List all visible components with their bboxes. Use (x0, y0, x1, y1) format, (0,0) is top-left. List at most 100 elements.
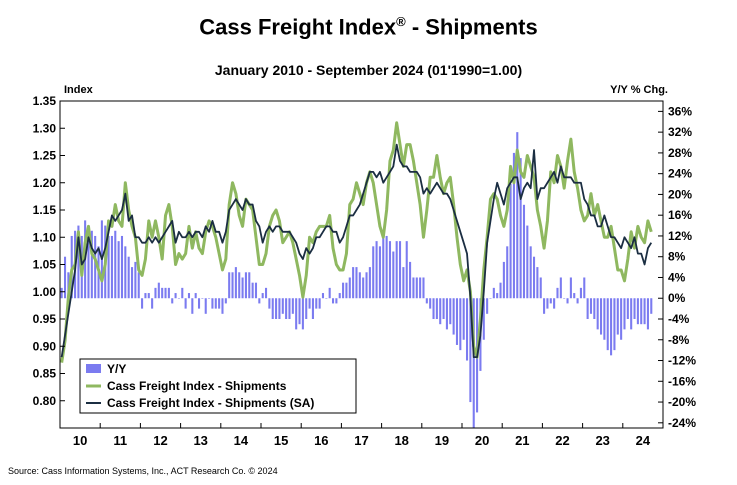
yy-bar (315, 298, 318, 309)
yy-bar (201, 298, 204, 299)
yy-bar (248, 272, 251, 299)
yy-bar (593, 298, 596, 319)
x-tick-label: 22 (555, 433, 569, 448)
yy-bar (402, 267, 405, 299)
yy-bar (449, 298, 452, 325)
yy-bar (214, 298, 217, 309)
yy-bar (291, 298, 294, 314)
y-right-tick-label: 20% (668, 187, 692, 201)
yy-bar (529, 246, 532, 299)
yy-bar (509, 184, 512, 299)
yy-bar (372, 246, 375, 299)
yy-bar (499, 282, 502, 299)
x-tick-label: 11 (113, 433, 127, 448)
yy-bar (519, 158, 522, 299)
yy-bar (295, 298, 298, 330)
yy-bar (275, 298, 278, 319)
yy-bar (258, 298, 261, 304)
yy-bar (549, 298, 552, 304)
yy-bar (77, 225, 80, 299)
yy-bar (603, 298, 606, 340)
yy-bar (167, 287, 170, 299)
yy-bar (211, 298, 214, 309)
yy-bar (512, 152, 515, 299)
yy-bar (63, 256, 67, 299)
yy-bar (197, 298, 201, 309)
y-left-tick-label: 0.90 (33, 339, 57, 353)
yy-bar (569, 277, 572, 299)
yy-bar (469, 298, 472, 403)
yy-bar (623, 298, 626, 330)
y-right-tick-label: 4% (668, 270, 686, 284)
yy-bar (646, 298, 649, 330)
yy-bar (60, 287, 63, 299)
yy-bar (137, 272, 140, 299)
yy-bar (325, 298, 328, 299)
yy-bar (553, 298, 556, 309)
yy-bar (151, 298, 154, 309)
yy-bar (445, 298, 448, 330)
y-right-tick-label: 8% (668, 250, 686, 264)
yy-bar (174, 293, 177, 299)
y-right-tick-label: -16% (668, 374, 696, 388)
index-lines (60, 121, 653, 363)
yy-bar (425, 298, 428, 304)
yy-bar (506, 246, 509, 299)
y-right-tick-label: -20% (668, 395, 696, 409)
yy-bar (348, 277, 351, 299)
yy-bar (472, 298, 475, 428)
yy-bar (134, 261, 137, 299)
yy-bar (526, 225, 529, 299)
yy-bar (620, 298, 623, 340)
yy-bar (516, 132, 519, 299)
y-left-tick-label: 1.10 (33, 230, 57, 244)
yy-bar (177, 298, 180, 299)
yy-bar (171, 298, 174, 304)
yy-bar (583, 277, 586, 299)
yy-bar (640, 298, 643, 325)
yy-bar (502, 261, 505, 299)
yy-bar (452, 298, 455, 335)
yy-bar (462, 298, 465, 340)
yy-bar (589, 298, 593, 314)
legend: Y/Y Cass Freight Index - Shipments Cass … (79, 358, 357, 414)
x-tick-label: 18 (394, 433, 408, 448)
yy-bar (355, 267, 358, 299)
yy-bar (241, 277, 244, 299)
yy-bar (532, 256, 536, 299)
yy-bar (154, 287, 157, 299)
yy-bar (633, 298, 636, 319)
yy-bar (127, 256, 130, 299)
y-right-tick-label: 24% (668, 167, 692, 181)
yy-bar (388, 241, 392, 299)
x-tick-label: 14 (234, 433, 249, 448)
legend-label-yy: Y/Y (107, 362, 126, 376)
yy-bar (368, 267, 371, 299)
yy-bar (87, 225, 90, 299)
y-left-tick-label: 0.85 (33, 367, 57, 381)
x-tick-label: 13 (193, 433, 207, 448)
yy-bar (432, 298, 435, 319)
x-tick-label: 17 (354, 433, 368, 448)
yy-bar (181, 287, 184, 299)
yy-bar (147, 293, 150, 299)
yy-bar (412, 277, 415, 299)
yy-bar (221, 298, 224, 314)
x-tick-label: 23 (595, 433, 609, 448)
y-right-tick-label: 12% (668, 229, 692, 243)
yy-bar (268, 298, 271, 309)
yy-bar (636, 298, 639, 325)
yy-bar (321, 293, 325, 299)
yy-bar (392, 251, 395, 299)
yy-bar (409, 261, 412, 299)
yy-bar (251, 282, 254, 299)
yy-bar (606, 298, 609, 351)
yy-bar (157, 282, 160, 299)
y-left-tick-label: 1.00 (33, 285, 57, 299)
yy-bar (459, 298, 462, 351)
y-right-tick-label: -24% (668, 416, 696, 430)
yy-bar (643, 298, 646, 325)
yy-bar (114, 230, 117, 299)
y-left-tick-label: 0.95 (33, 312, 57, 326)
yy-bar (184, 298, 187, 309)
